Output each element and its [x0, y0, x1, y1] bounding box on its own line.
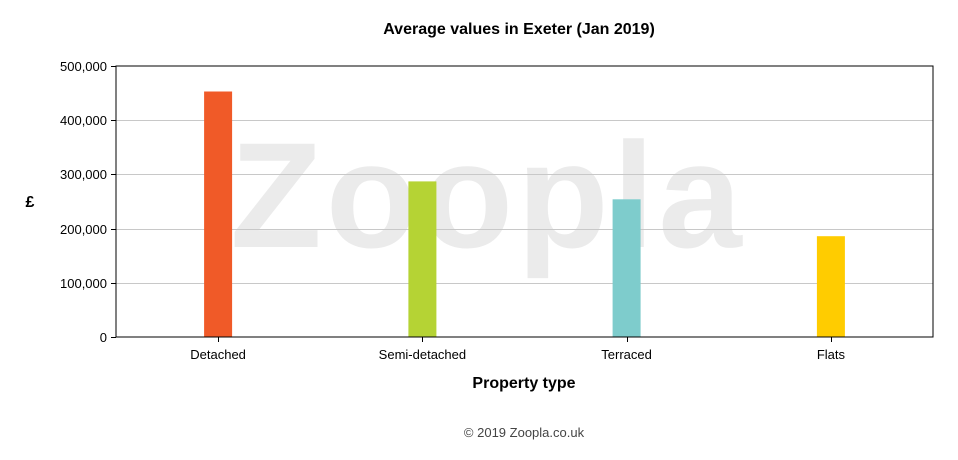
- plot-frame: [115, 65, 934, 338]
- bar-detached: [204, 91, 233, 337]
- plot-area: [116, 66, 933, 337]
- y-tick-label: 300,000: [60, 167, 107, 182]
- gridlines: [116, 120, 933, 284]
- y-tick-label: 400,000: [60, 113, 107, 128]
- y-axis-title: £: [26, 194, 35, 211]
- bar-terraced: [612, 199, 641, 337]
- y-axis: 0 100,000 200,000 300,000 400,000 500,000: [60, 59, 116, 345]
- x-axis: Detached Semi-detached Terraced Flats: [190, 337, 845, 362]
- x-tick-label: Detached: [190, 347, 246, 362]
- y-tick-label: 500,000: [60, 59, 107, 74]
- y-tick-label: 100,000: [60, 276, 107, 291]
- bar-semi-detached: [408, 181, 437, 337]
- x-axis-title: Property type: [472, 375, 575, 392]
- y-tick-label: 0: [100, 330, 107, 345]
- bar-flats: [816, 236, 845, 337]
- x-tick-label: Semi-detached: [379, 347, 466, 362]
- zoopla-watermark: Zoopla: [230, 111, 746, 279]
- x-tick-label: Flats: [817, 347, 846, 362]
- bars: [204, 91, 845, 337]
- copyright-notice: © 2019 Zoopla.co.uk: [464, 425, 585, 440]
- chart-title: Average values in Exeter (Jan 2019): [383, 21, 655, 38]
- x-tick-label: Terraced: [601, 347, 652, 362]
- y-tick-label: 200,000: [60, 222, 107, 237]
